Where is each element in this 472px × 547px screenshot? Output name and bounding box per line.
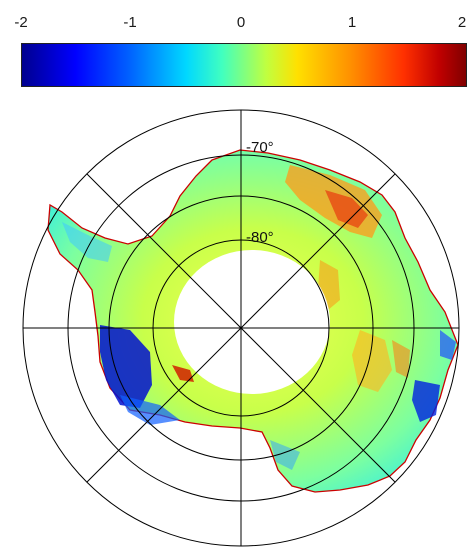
warm-patch (325, 190, 368, 228)
cold-patch (100, 325, 152, 408)
pole-hole (174, 250, 330, 394)
warm-patch (392, 340, 410, 378)
cold-patch (120, 395, 180, 425)
colorbar-tick-label: -2 (14, 14, 28, 31)
colorbar-tick-label: 1 (347, 14, 357, 31)
cold-patch (412, 380, 440, 422)
cold-patch (440, 330, 456, 360)
latitude-label-80: -80° (246, 229, 274, 246)
cold-patch (270, 440, 300, 470)
colorbar-tick-label: -1 (123, 14, 137, 31)
graticule (22, 109, 460, 547)
colorbar (21, 43, 467, 87)
warm-patch (172, 365, 194, 382)
warm-patch (352, 330, 392, 392)
colorbar-tick-label: 2 (457, 14, 467, 31)
meridian-line (86, 173, 396, 483)
antarctica-continent (47, 149, 459, 493)
cold-patch (62, 222, 112, 262)
colorbar-tick-label: 0 (236, 14, 246, 31)
negative-anomaly-patches (62, 222, 456, 470)
latitude-label-70: -70° (246, 139, 274, 156)
